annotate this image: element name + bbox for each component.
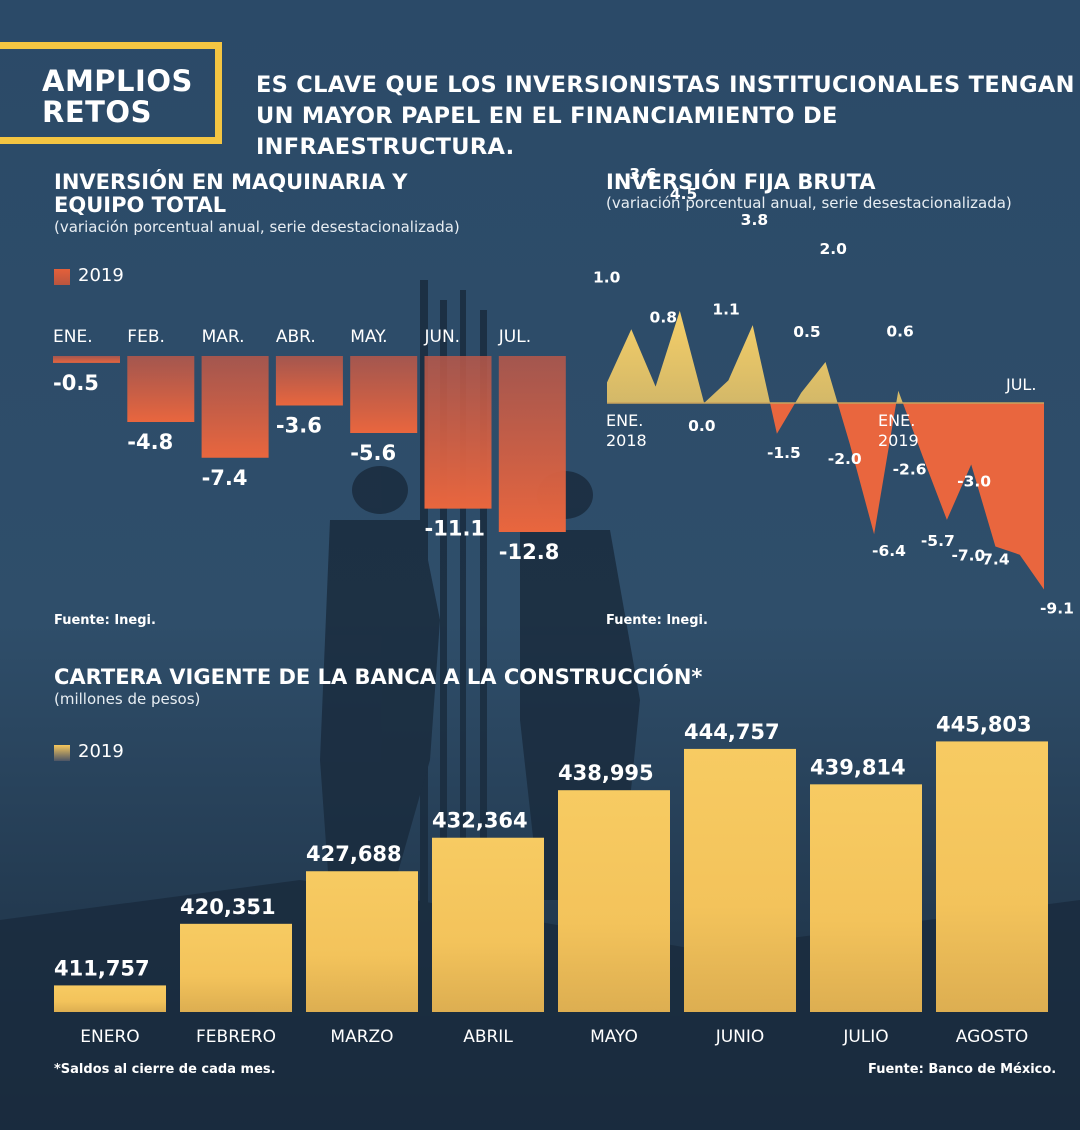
chart1-data-label: -7.4 — [202, 466, 248, 490]
chart3-category-label: JULIO — [842, 1027, 888, 1047]
chart2-data-label: 0.0 — [688, 417, 716, 435]
chart1-legend-label: 2019 — [78, 265, 124, 286]
chart2-data-label: 1.1 — [712, 300, 739, 318]
chart1-category-label: JUN. — [424, 327, 461, 347]
chart1-subtitle: (variación porcentual anual, serie deses… — [54, 218, 460, 236]
chart3-category-label: FEBRERO — [196, 1027, 276, 1047]
chart1-title-line-2: EQUIPO TOTAL — [54, 193, 227, 217]
chart1-bar — [424, 356, 492, 509]
chart3-category-label: MAYO — [590, 1027, 638, 1047]
chart2-axis-end-label: JUL. — [1005, 375, 1036, 394]
chart2-data-label: -7.4 — [976, 551, 1010, 569]
chart3-bar — [936, 741, 1048, 1012]
chart1-data-label: -0.5 — [53, 371, 99, 395]
chart3-data-label: 444,757 — [684, 720, 780, 744]
chart1-category-label: ABR. — [276, 327, 316, 347]
chart3-bar — [54, 985, 166, 1012]
chart2-area-positive — [607, 310, 1044, 403]
chart3-category-label: AGOSTO — [956, 1027, 1028, 1047]
chart3-bar — [306, 871, 418, 1012]
chart3-category-label: ABRIL — [463, 1027, 513, 1047]
chart3-category-label: MARZO — [330, 1027, 393, 1047]
chart3-data-label: 445,803 — [936, 712, 1032, 736]
chart3-source: Fuente: Banco de México. — [868, 1062, 1057, 1077]
chart2-data-label: 0.6 — [886, 323, 913, 341]
chart1-category-label: JUL. — [498, 327, 531, 347]
headline: ES CLAVE QUE LOS INVERSIONISTAS INSTITUC… — [256, 70, 1080, 163]
chart3-data-label: 432,364 — [432, 809, 528, 833]
headline-line-2: UN MAYOR PAPEL EN EL FINANCIAMIENTO DE I… — [256, 103, 838, 160]
chart3-subtitle: (millones de pesos) — [54, 690, 201, 708]
chart2-axis-start-label: ENE. — [606, 411, 643, 430]
chart2-data-label: -7.0 — [951, 547, 985, 565]
chart3-legend-swatch — [54, 745, 70, 761]
chart3-title: CARTERA VIGENTE DE LA BANCA A LA CONSTRU… — [54, 665, 703, 689]
chart3-data-label: 427,688 — [306, 842, 402, 866]
chart3-bar — [432, 837, 544, 1012]
chart3-category-label: ENERO — [80, 1027, 139, 1047]
chart1-bar — [498, 356, 566, 532]
chart2-title: INVERSIÓN FIJA BRUTA — [606, 170, 876, 194]
chart2-data-label: 2.0 — [820, 240, 848, 258]
chart2-data-label: 4.5 — [670, 185, 697, 203]
chart3-bar — [558, 790, 670, 1012]
chart2-data-label: 3.8 — [741, 211, 768, 229]
chart3-data-label: 438,995 — [558, 761, 654, 785]
chart2-data-label: -3.0 — [957, 473, 991, 491]
headline-line-1: ES CLAVE QUE LOS INVERSIONISTAS INSTITUC… — [256, 72, 1075, 98]
chart3-footnote: *Saldos al cierre de cada mes. — [54, 1062, 276, 1077]
chart2-data-label: 0.5 — [793, 323, 820, 341]
chart1-bar — [127, 356, 195, 422]
chart2-subtitle: (variación porcentual anual, serie deses… — [606, 194, 1012, 212]
chart2-data-label: 3.6 — [629, 165, 656, 183]
chart2-data-label: -1.5 — [767, 444, 801, 462]
chart2-source: Fuente: Inegi. — [606, 613, 708, 628]
chart2-data-label: -5.7 — [921, 532, 955, 550]
chart1-title-line-1: INVERSIÓN EN MAQUINARIA Y — [54, 170, 408, 194]
chart3-legend-label: 2019 — [78, 741, 124, 762]
chart1-legend-swatch — [54, 269, 70, 285]
chart1-bar — [350, 356, 418, 433]
chart2-area-negative — [607, 403, 1044, 590]
chart2-axis-mid-label: ENE. — [878, 411, 915, 430]
chart1-data-label: -4.8 — [127, 430, 173, 454]
title-line-2: RETOS — [42, 95, 152, 129]
chart3-data-label: 420,351 — [180, 895, 276, 919]
chart1-data-label: -5.6 — [350, 441, 396, 465]
chart1-bar — [201, 356, 269, 458]
chart3-bar — [180, 923, 292, 1012]
chart1-source: Fuente: Inegi. — [54, 613, 156, 628]
title-frame — [0, 42, 222, 144]
chart1-bar — [53, 356, 120, 363]
chart3-category-label: JUNIO — [715, 1027, 765, 1047]
chart2-data-label: -2.0 — [828, 450, 862, 468]
title-line-1: AMPLIOS — [42, 64, 193, 98]
chart2-data-label: -6.4 — [872, 542, 906, 560]
chart2-axis-start-year: 2018 — [606, 431, 647, 450]
chart2-data-label: 1.0 — [593, 269, 621, 287]
chart1-title: INVERSIÓN EN MAQUINARIA Y EQUIPO TOTAL — [54, 171, 408, 217]
chart1-category-label: MAR. — [202, 327, 245, 347]
chart1-category-label: MAY. — [350, 327, 387, 347]
chart2-data-label: 0.8 — [650, 309, 677, 327]
chart2-axis-mid-year: 2019 — [878, 431, 919, 450]
chart3-bar — [684, 748, 796, 1012]
chart1-bar — [275, 356, 343, 406]
chart1-category-label: FEB. — [127, 327, 165, 347]
chart2-data-label: -2.6 — [893, 460, 927, 478]
chart1-data-label: -12.8 — [499, 540, 560, 564]
chart1-data-label: -11.1 — [425, 517, 486, 541]
chart3-data-label: 411,757 — [54, 956, 150, 980]
infographic-title: AMPLIOS RETOS — [42, 66, 193, 128]
chart1-data-label: -3.6 — [276, 414, 322, 438]
chart3-bar — [810, 784, 922, 1012]
chart3-data-label: 439,814 — [810, 755, 906, 779]
chart2-data-label: -9.1 — [1040, 600, 1074, 618]
chart1-category-label: ENE. — [53, 327, 93, 347]
